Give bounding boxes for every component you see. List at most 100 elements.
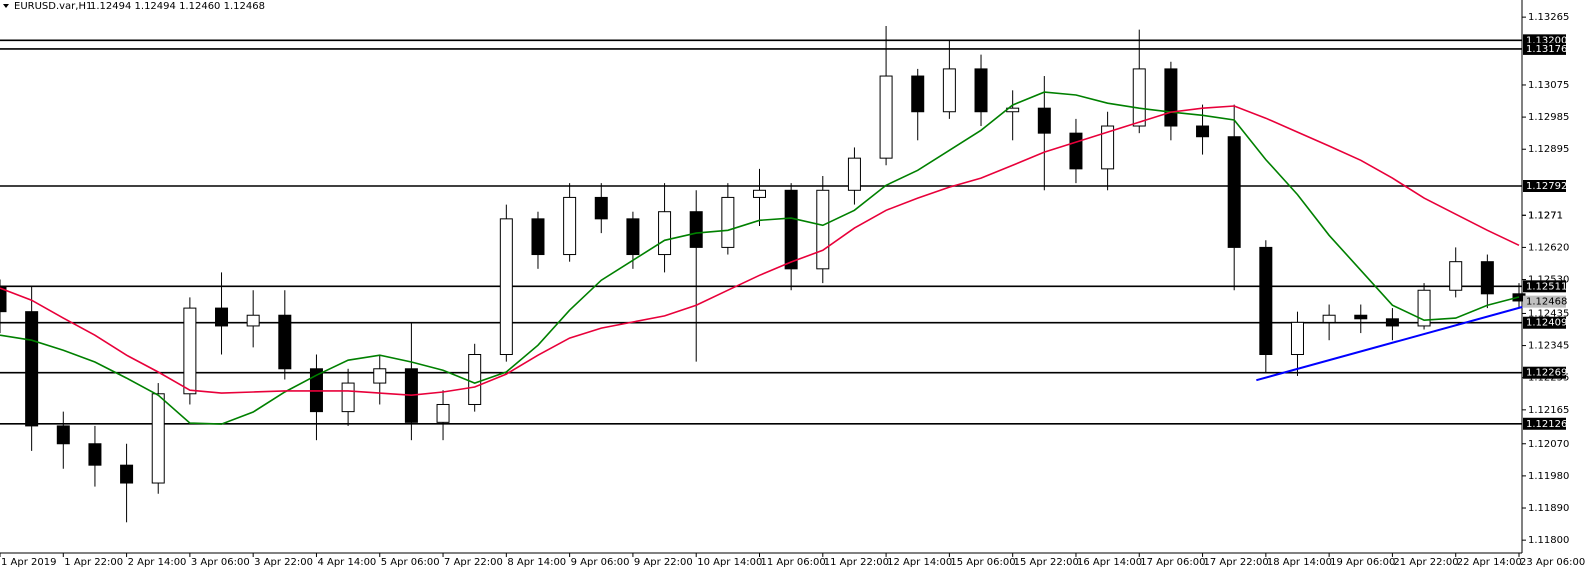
candle-body xyxy=(25,311,39,427)
y-tick-label: 1.13265 xyxy=(1528,12,1569,23)
level-label: 1.12409 xyxy=(1526,318,1567,329)
candle-body xyxy=(1290,321,1304,356)
candle-body xyxy=(1101,125,1115,170)
candle-body xyxy=(1069,132,1083,170)
x-tick-label: 15 Apr 06:00 xyxy=(950,557,1015,568)
candle-body xyxy=(373,368,387,384)
x-tick-label: 21 Apr 22:00 xyxy=(1393,557,1458,568)
candle-body xyxy=(1037,107,1051,134)
candle-body xyxy=(1164,68,1178,127)
candle-body xyxy=(942,68,956,113)
x-tick-label: 7 Apr 22:00 xyxy=(444,557,503,568)
candle-body xyxy=(151,393,165,484)
y-tick-label: 1.12345 xyxy=(1528,341,1569,352)
candle-body xyxy=(753,189,766,198)
level-label: 1.13176 xyxy=(1526,44,1567,55)
x-tick-label: 3 Apr 22:00 xyxy=(254,557,313,568)
level-label: 1.12126 xyxy=(1526,419,1567,430)
level-label: 1.12269 xyxy=(1526,368,1567,379)
level-label: 1.12792 xyxy=(1526,181,1567,192)
candle-body xyxy=(1196,125,1210,138)
moving-average xyxy=(0,91,1520,425)
candle-body xyxy=(974,68,988,113)
bid-label: 1.12468 xyxy=(1526,297,1567,308)
candle-body xyxy=(278,314,292,370)
chart-title: EURUSD.var,H1 xyxy=(14,1,92,12)
x-tick-label: 3 Apr 06:00 xyxy=(191,557,250,568)
level-label: 1.13200 xyxy=(1526,35,1567,46)
candle-body xyxy=(499,218,513,356)
candle-body xyxy=(341,382,355,413)
x-tick-label: 19 Apr 06:00 xyxy=(1330,557,1395,568)
candle-body xyxy=(594,196,608,220)
x-tick-label: 22 Apr 14:00 xyxy=(1457,557,1522,568)
x-tick-label: 16 Apr 14:00 xyxy=(1077,557,1142,568)
y-tick-label: 1.12070 xyxy=(1528,439,1569,450)
candle-body xyxy=(215,307,229,327)
x-tick-label: 9 Apr 06:00 xyxy=(571,557,630,568)
y-tick-label: 1.13075 xyxy=(1528,80,1569,91)
candle-body xyxy=(721,196,735,248)
menu-arrow[interactable] xyxy=(3,4,9,8)
candle-body xyxy=(246,314,260,327)
x-tick-label: 17 Apr 22:00 xyxy=(1204,557,1269,568)
candle-body xyxy=(56,425,70,445)
candle-body xyxy=(847,157,861,191)
level-label-box xyxy=(1523,179,1566,192)
candle-body xyxy=(1227,136,1241,248)
candle-body xyxy=(183,307,197,395)
candle-body xyxy=(120,464,134,484)
candle-body xyxy=(1354,314,1368,320)
level-label-box xyxy=(1523,280,1566,293)
candle-body xyxy=(1480,261,1494,295)
y-tick-label: 1.11890 xyxy=(1528,503,1569,514)
x-tick-label: 10 Apr 14:00 xyxy=(697,557,762,568)
x-tick-label: 5 Apr 06:00 xyxy=(381,557,440,568)
y-tick-label: 1.12895 xyxy=(1528,144,1569,155)
candle-body xyxy=(563,196,577,256)
y-tick-label: 1.12165 xyxy=(1528,405,1569,416)
y-tick-label: 1.12985 xyxy=(1528,112,1569,123)
x-tick-label: 15 Apr 22:00 xyxy=(1014,557,1079,568)
level-label-box xyxy=(1523,42,1566,55)
candle-body xyxy=(531,218,545,256)
trendline xyxy=(1256,306,1523,382)
candle-body xyxy=(1259,246,1273,356)
level-label-box xyxy=(1523,316,1566,329)
y-tick-label: 1.11800 xyxy=(1528,535,1569,546)
x-tick-label: 2 Apr 14:00 xyxy=(128,557,187,568)
x-tick-label: 11 Apr 22:00 xyxy=(824,557,889,568)
candle-body xyxy=(689,211,703,248)
level-label-box xyxy=(1523,417,1566,430)
x-tick-label: 1 Apr 2019 xyxy=(1,557,56,568)
candle-body xyxy=(468,354,482,405)
x-tick-label: 11 Apr 06:00 xyxy=(761,557,826,568)
y-tick-label: 1.1271 xyxy=(1528,210,1563,221)
x-tick-label: 1 Apr 22:00 xyxy=(64,557,123,568)
level-label: 1.12511 xyxy=(1526,281,1567,292)
candle-body xyxy=(911,75,925,113)
candle-body xyxy=(1132,68,1146,127)
x-tick-label: 23 Apr 06:00 xyxy=(1520,557,1585,568)
x-tick-label: 8 Apr 14:00 xyxy=(507,557,566,568)
moving-average xyxy=(0,105,1520,397)
candle-body xyxy=(436,403,450,423)
x-tick-label: 12 Apr 14:00 xyxy=(887,557,952,568)
y-tick-label: 1.1271 xyxy=(1528,210,1563,221)
candle-body xyxy=(88,443,102,466)
candle-body xyxy=(1322,314,1336,323)
y-tick-label: 1.11980 xyxy=(1528,471,1569,482)
candle-body xyxy=(626,218,640,256)
candle-body xyxy=(0,286,7,313)
candle-body xyxy=(784,189,798,270)
candle-body xyxy=(816,189,830,270)
x-tick-label: 17 Apr 06:00 xyxy=(1140,557,1205,568)
bid-box xyxy=(1523,295,1566,308)
candle-body xyxy=(1385,318,1399,327)
y-tick-label: 1.12620 xyxy=(1528,242,1569,253)
x-tick-label: 18 Apr 14:00 xyxy=(1267,557,1332,568)
candle-body xyxy=(1417,289,1431,327)
x-tick-label: 9 Apr 22:00 xyxy=(634,557,693,568)
